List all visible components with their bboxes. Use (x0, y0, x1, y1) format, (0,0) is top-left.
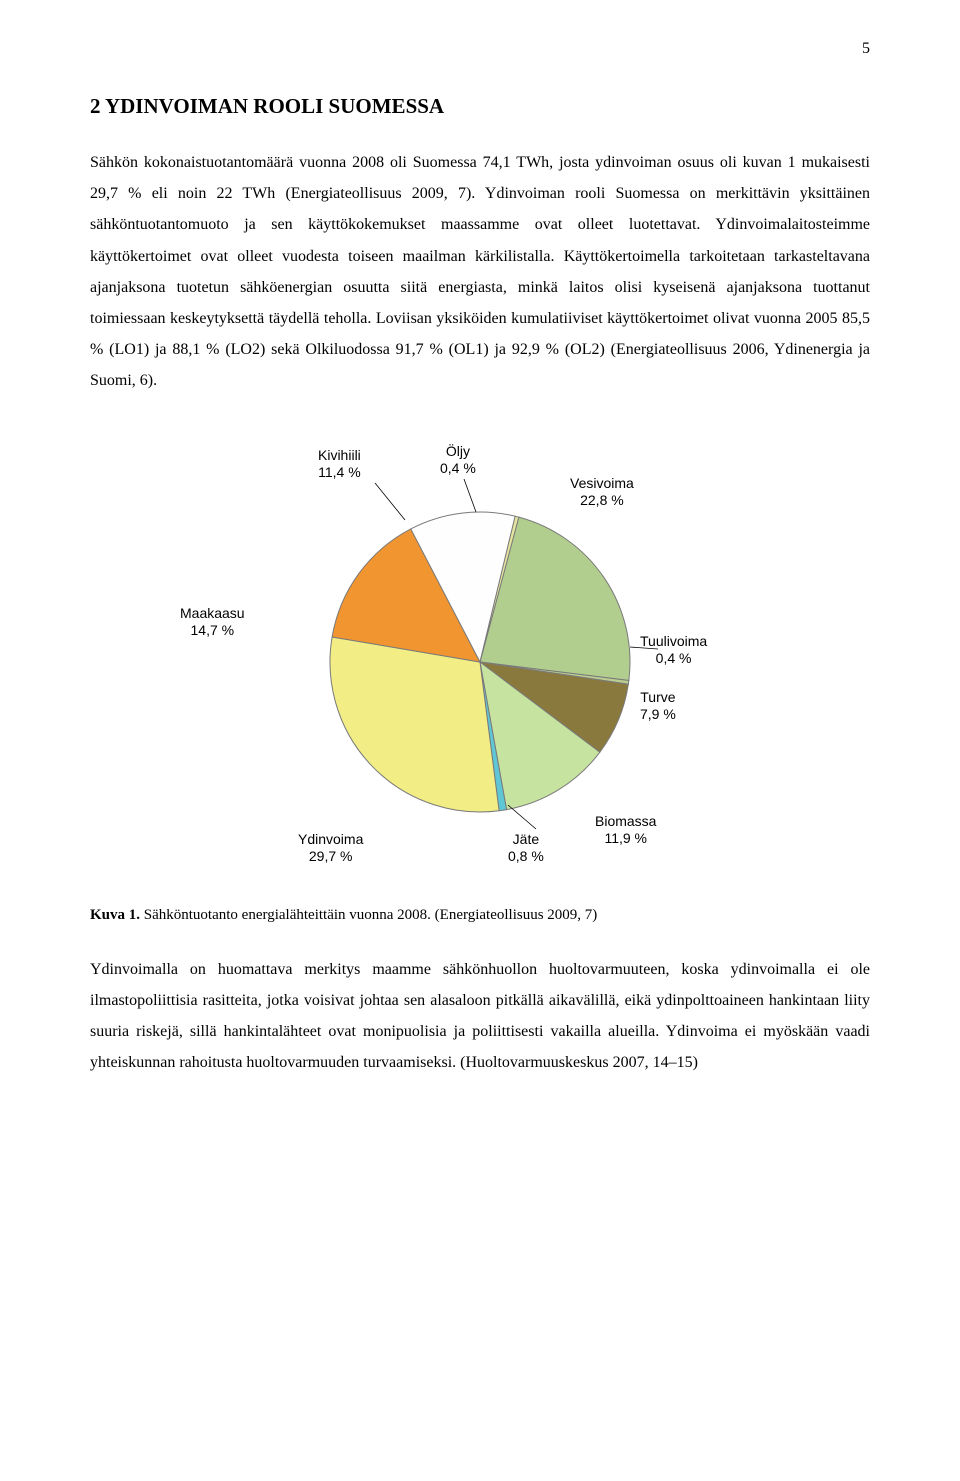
pie-label-vesivoima: Vesivoima22,8 % (570, 475, 634, 510)
pie-label-ydinvoima: Ydinvoima29,7 % (298, 831, 363, 866)
leader-line (508, 805, 536, 829)
pie-label-jate: Jäte0,8 % (508, 831, 544, 866)
leader-line (375, 483, 405, 520)
pie-label-biomassa: Biomassa11,9 % (595, 813, 656, 848)
pie-label-oljy: Öljy0,4 % (440, 443, 476, 478)
figure-caption: Kuva 1. Sähköntuotanto energialähteittäi… (90, 907, 870, 924)
caption-bold: Kuva 1. (90, 907, 140, 923)
pie-slice-ydinvoima (330, 636, 499, 811)
pie-label-tuulivoima: Tuulivoima0,4 % (640, 633, 707, 668)
caption-text: Sähköntuotanto energialähteittäin vuonna… (140, 907, 597, 923)
section-heading: 2 YDINVOIMAN ROOLI SUOMESSA (90, 94, 870, 119)
paragraph-2: Ydinvoimalla on huomattava merkitys maam… (90, 954, 870, 1079)
pie-label-maakaasu: Maakaasu14,7 % (180, 605, 245, 640)
leader-line (464, 479, 476, 512)
page-number: 5 (90, 40, 870, 58)
pie-label-turve: Turve7,9 % (640, 689, 676, 724)
pie-label-kivihiili: Kivihiili11,4 % (318, 447, 361, 482)
pie-chart-figure: Kivihiili11,4 % Öljy0,4 % Vesivoima22,8 % M… (180, 437, 780, 887)
paragraph-1: Sähkön kokonaistuotantomäärä vuonna 2008… (90, 147, 870, 397)
